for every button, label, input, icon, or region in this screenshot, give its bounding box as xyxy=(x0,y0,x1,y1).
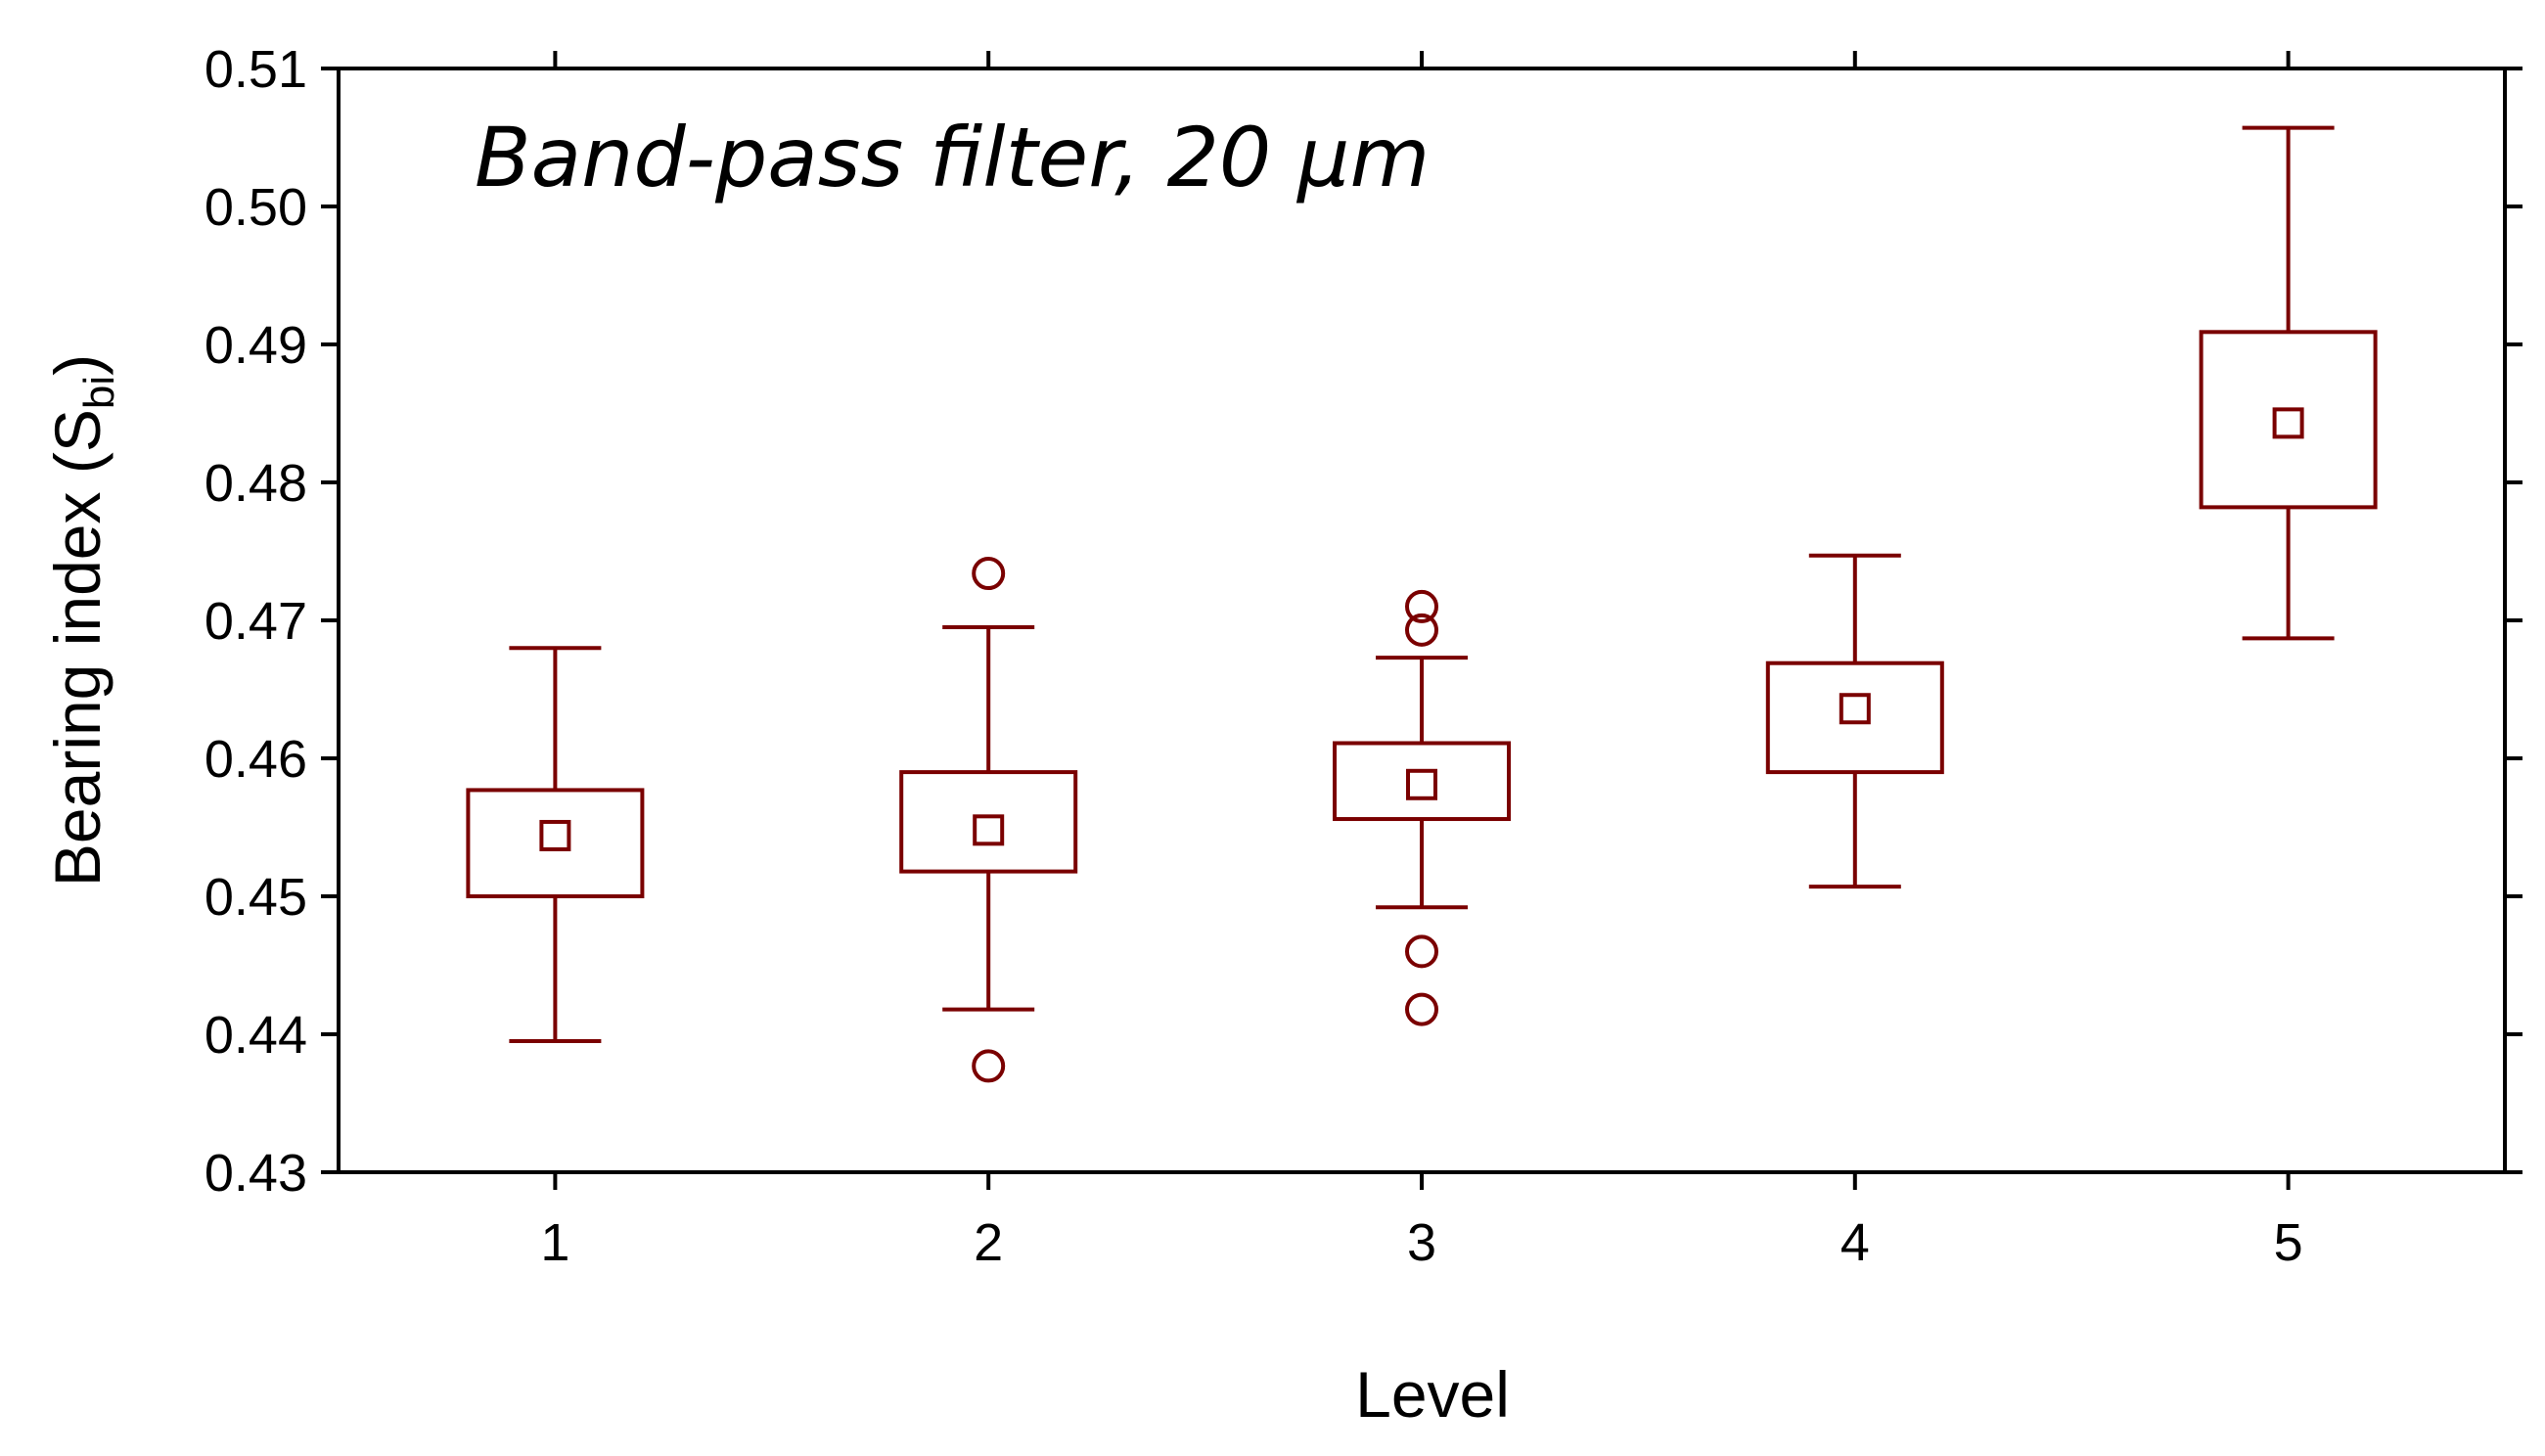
outlier-point xyxy=(972,557,1006,591)
interquartile-box xyxy=(1333,741,1511,822)
box-level-1 xyxy=(466,646,645,1044)
y-axis-title-close: ) xyxy=(41,354,114,376)
outlier-point xyxy=(1405,589,1438,623)
box-level-5 xyxy=(2199,125,2378,641)
x-axis-title: Level xyxy=(1355,1358,1510,1431)
interquartile-box xyxy=(1765,660,1944,775)
outlier-point xyxy=(1405,992,1438,1026)
y-axis-title-subscript: bi xyxy=(75,376,123,409)
median-marker xyxy=(1406,768,1437,800)
y-tick-label: 0.48 xyxy=(205,454,307,513)
x-tick-label: 5 xyxy=(2274,1213,2303,1272)
y-axis-title-main: Bearing index (S xyxy=(41,409,114,887)
plot-marks xyxy=(466,125,2378,1083)
outlier-point xyxy=(1405,613,1438,647)
interquartile-box xyxy=(466,788,645,898)
box-level-3 xyxy=(1333,589,1511,1026)
x-tick-label: 4 xyxy=(1841,1213,1870,1272)
x-tick-label: 1 xyxy=(540,1213,569,1272)
outlier-point xyxy=(1405,934,1438,969)
y-axis-title: Bearing index (Sbi) xyxy=(41,354,123,887)
box-level-4 xyxy=(1765,553,1944,889)
x-tick-label: 3 xyxy=(1407,1213,1436,1272)
median-marker xyxy=(1839,693,1871,725)
chart-title: Band-pass filter, 20 μm xyxy=(475,110,1430,205)
y-tick-label: 0.45 xyxy=(205,868,307,927)
y-axis: 0.43 0.44 0.45 0.46 0.47 0.48 0.49 0.50 0.51 xyxy=(205,40,2522,1203)
median-marker xyxy=(973,814,1005,846)
y-tick-label: 0.46 xyxy=(205,730,307,789)
y-tick-label: 0.43 xyxy=(205,1144,307,1203)
y-tick-label: 0.51 xyxy=(205,40,307,99)
y-tick-label: 0.44 xyxy=(205,1006,307,1065)
x-axis: 1 2 3 4 5 xyxy=(540,51,2303,1272)
outlier-point xyxy=(972,1049,1006,1083)
median-marker xyxy=(2272,407,2304,439)
box-level-2 xyxy=(899,557,1078,1083)
interquartile-box xyxy=(2199,330,2378,510)
x-tick-label: 2 xyxy=(974,1213,1003,1272)
y-tick-label: 0.49 xyxy=(205,316,307,375)
interquartile-box xyxy=(899,770,1078,874)
y-tick-label: 0.47 xyxy=(205,592,307,651)
median-marker xyxy=(539,819,571,851)
y-tick-label: 0.50 xyxy=(205,178,307,237)
